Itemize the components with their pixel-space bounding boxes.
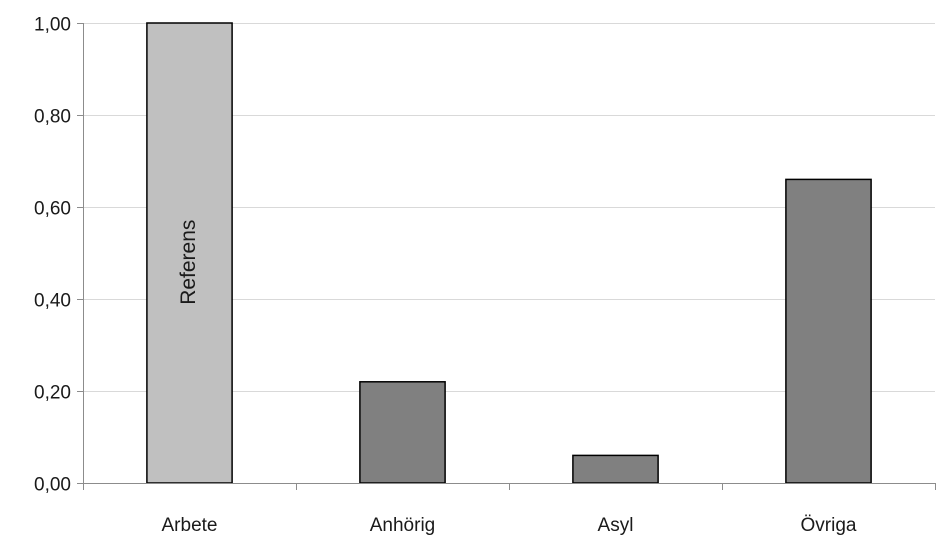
y-tick-label: 0,40 — [34, 291, 71, 312]
y-tick-label: 1,00 — [34, 15, 71, 36]
bar — [359, 381, 446, 484]
bar-annotation: Referens — [177, 220, 200, 305]
y-tick-label: 0,60 — [34, 199, 71, 220]
bar — [785, 178, 872, 484]
bar — [572, 454, 659, 484]
bar — [146, 22, 233, 484]
y-tick-label: 0,20 — [34, 383, 71, 404]
x-tick-label: Övriga — [801, 515, 857, 535]
y-tick-label: 0,80 — [34, 107, 71, 128]
y-tick-label: 0,00 — [34, 475, 71, 496]
x-tick-label: Arbete — [162, 515, 218, 535]
x-tick-label: Asyl — [598, 515, 634, 535]
x-tick-label: Anhörig — [370, 515, 436, 535]
